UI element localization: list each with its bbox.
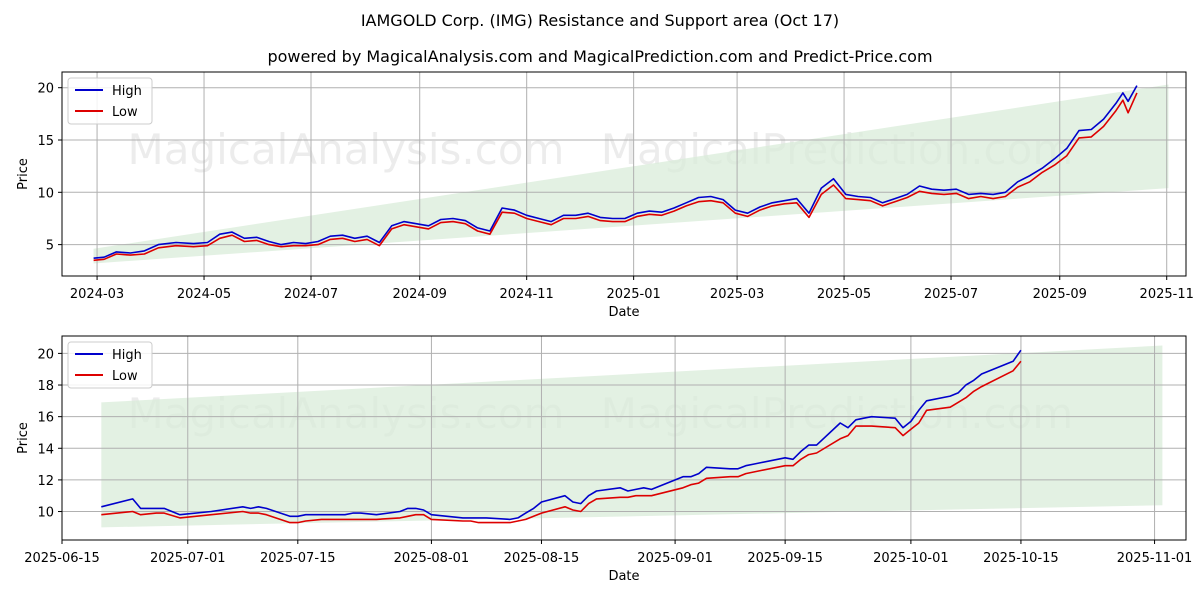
bottom-x-tick-label: 2025-11-01 xyxy=(1117,551,1193,566)
top-axes-frame xyxy=(61,71,1187,277)
bottom-x-tick-label: 2025-09-01 xyxy=(637,551,713,566)
bottom-series-high-line xyxy=(101,349,1022,521)
top-x-tick-label: 2025-03 xyxy=(710,287,764,302)
bottom-y-tick-label: 12 xyxy=(37,474,54,489)
bottom-y-tick-label: 18 xyxy=(37,379,54,394)
top-x-tick-label: 2024-07 xyxy=(284,287,338,302)
bottom-support-resistance-band xyxy=(101,345,1163,528)
top-x-axis-label: Date xyxy=(608,305,639,320)
bottom-x-tick-label: 2025-08-15 xyxy=(504,551,580,566)
top-y-tick-label: 5 xyxy=(46,239,54,254)
top-x-tick-label: 2024-09 xyxy=(393,287,447,302)
bottom-x-tick-label: 2025-08-01 xyxy=(394,551,470,566)
top-y-tick-label: 10 xyxy=(37,186,54,201)
bottom-y-axis-label: Price xyxy=(16,422,31,454)
bottom-y-tick-label: 16 xyxy=(37,411,54,426)
bottom-panel: MagicalAnalysis.comMagicalPrediction.com… xyxy=(16,335,1193,584)
top-legend-label-high: High xyxy=(112,84,142,99)
bottom-y-tick-label: 10 xyxy=(37,506,54,521)
bottom-series-low-line xyxy=(101,360,1022,524)
top-y-tick-label: 20 xyxy=(37,82,54,97)
bottom-axes-frame xyxy=(61,335,1187,541)
top-series-high-line xyxy=(93,85,1138,259)
top-legend-label-low: Low xyxy=(112,105,138,120)
top-x-tick-label: 2025-09 xyxy=(1033,287,1087,302)
chart-subtitle: powered by MagicalAnalysis.com and Magic… xyxy=(267,47,932,66)
bottom-x-axis-label: Date xyxy=(608,569,639,584)
top-x-tick-label: 2025-05 xyxy=(817,287,871,302)
bottom-legend-label-low: Low xyxy=(112,369,138,384)
top-legend: High Low xyxy=(67,77,153,125)
top-series-low-line xyxy=(93,92,1138,262)
top-watermark-left: MagicalAnalysis.com xyxy=(128,125,565,174)
top-x-tick-label: 2025-07 xyxy=(924,287,978,302)
top-x-tick-label: 2024-03 xyxy=(70,287,124,302)
bottom-x-tick-label: 2025-09-15 xyxy=(747,551,823,566)
bottom-y-tick-label: 20 xyxy=(37,347,54,362)
bottom-x-tick-label: 2025-07-01 xyxy=(150,551,226,566)
bottom-y-tick-label: 14 xyxy=(37,442,54,457)
top-y-tick-label: 15 xyxy=(37,134,54,149)
bottom-x-tick-label: 2025-10-15 xyxy=(983,551,1059,566)
top-x-tick-label: 2025-11 xyxy=(1140,287,1194,302)
chart-title: IAMGOLD Corp. (IMG) Resistance and Suppo… xyxy=(361,11,839,30)
top-x-tick-label: 2024-05 xyxy=(177,287,231,302)
top-panel: MagicalAnalysis.comMagicalPrediction.com… xyxy=(16,71,1194,320)
bottom-x-tick-label: 2025-10-01 xyxy=(873,551,949,566)
top-support-resistance-band xyxy=(93,84,1169,264)
bottom-legend: High Low xyxy=(67,341,153,389)
bottom-x-tick-label: 2025-06-15 xyxy=(24,551,100,566)
top-y-axis-label: Price xyxy=(16,158,31,190)
bottom-legend-label-high: High xyxy=(112,348,142,363)
bottom-x-tick-label: 2025-07-15 xyxy=(260,551,336,566)
top-x-tick-label: 2024-11 xyxy=(500,287,554,302)
top-x-tick-label: 2025-01 xyxy=(606,287,660,302)
